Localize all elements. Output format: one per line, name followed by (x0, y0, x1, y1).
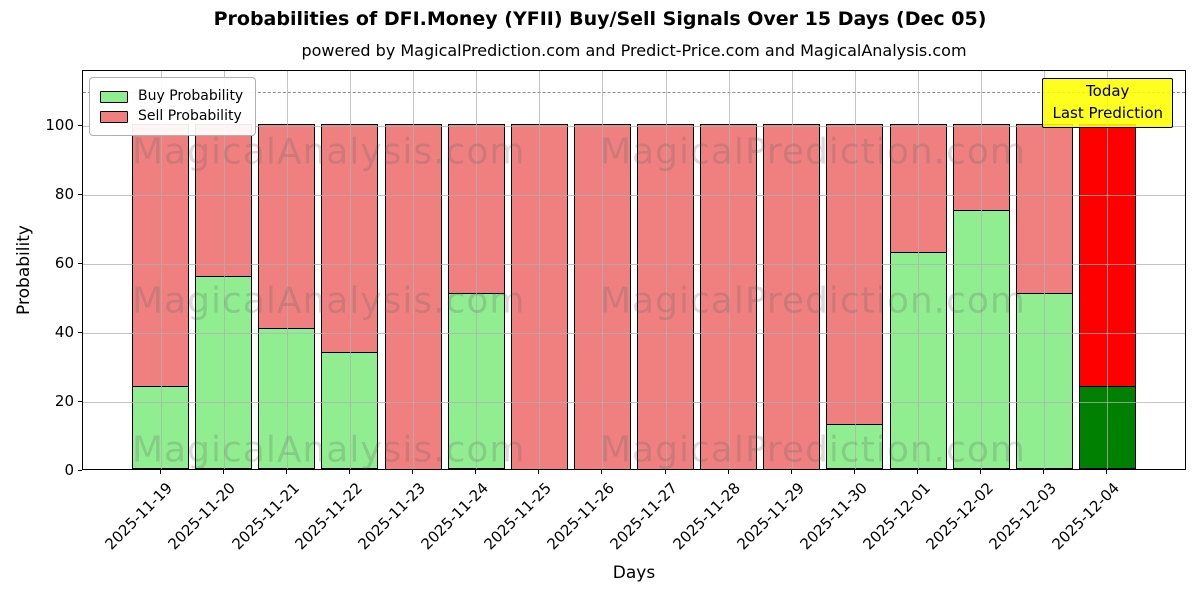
y-tick-label: 60 (54, 254, 74, 273)
x-tick-mark (1106, 470, 1108, 474)
horizontal-gridline (83, 195, 1185, 197)
x-tick-mark (348, 470, 350, 474)
x-tick-mark (159, 470, 161, 474)
vertical-gridline (602, 71, 604, 469)
x-tick-mark (980, 470, 982, 474)
y-tick-label: 100 (45, 116, 74, 135)
vertical-gridline (349, 71, 351, 469)
x-tick-label: 2025-11-28 (670, 479, 745, 554)
horizontal-gridline (83, 264, 1185, 266)
y-tick-label: 80 (54, 185, 74, 204)
x-tick-label: 2025-11-26 (543, 479, 619, 554)
x-tick-mark (727, 470, 729, 474)
horizontal-gridline (83, 402, 1185, 404)
dashed-guideline (83, 91, 1185, 93)
x-tick-mark (664, 470, 666, 474)
plot-area: Buy Probability Sell Probability Today L… (82, 70, 1186, 470)
vertical-gridline (539, 71, 541, 469)
x-tick-label: 2025-11-29 (733, 479, 808, 554)
x-tick-mark (601, 470, 603, 474)
legend-item-sell: Sell Probability (100, 108, 243, 125)
y-tick-mark (78, 125, 82, 127)
vertical-gridline (918, 71, 920, 469)
y-tick-mark (78, 194, 82, 196)
x-tick-mark (790, 470, 792, 474)
vertical-gridline (665, 71, 667, 469)
horizontal-gridline (83, 126, 1185, 128)
y-tick-mark (78, 332, 82, 334)
vertical-gridline (728, 71, 730, 469)
x-tick-label: 2025-12-01 (859, 479, 934, 554)
x-tick-label: 2025-12-04 (1048, 479, 1124, 554)
vertical-gridline (160, 71, 162, 469)
buy-probability-swatch-icon (100, 90, 128, 103)
chart-subtitle: powered by MagicalPrediction.com and Pre… (301, 41, 967, 60)
x-tick-label: 2025-11-22 (291, 479, 366, 554)
x-tick-label: 2025-11-25 (480, 479, 556, 554)
x-tick-label: 2025-11-21 (228, 479, 303, 554)
x-tick-mark (538, 470, 540, 474)
vertical-gridline (791, 71, 793, 469)
today-annotation-line1: Today (1086, 82, 1130, 100)
y-tick-label: 0 (64, 461, 74, 479)
x-tick-mark (1043, 470, 1045, 474)
today-annotation-box: Today Last Prediction (1042, 78, 1173, 128)
x-tick-label: 2025-11-24 (417, 479, 492, 554)
y-tick-mark (78, 470, 82, 471)
vertical-gridline (223, 71, 225, 469)
vertical-gridline (854, 71, 856, 469)
x-tick-label: 2025-11-23 (354, 479, 429, 554)
x-tick-label: 2025-11-19 (101, 479, 177, 554)
legend: Buy Probability Sell Probability (89, 77, 257, 136)
x-tick-label: 2025-11-20 (164, 479, 240, 554)
chart-title: Probabilities of DFI.Money (YFII) Buy/Se… (213, 8, 987, 30)
x-tick-mark (222, 470, 224, 474)
vertical-gridline (1107, 71, 1109, 469)
x-axis-label: Days (612, 563, 656, 583)
x-tick-mark (285, 470, 287, 474)
y-tick-mark (78, 263, 82, 265)
legend-item-buy: Buy Probability (100, 88, 243, 105)
vertical-gridline (476, 71, 478, 469)
x-tick-mark (917, 470, 919, 474)
vertical-gridline (1044, 71, 1046, 469)
x-tick-mark (475, 470, 477, 474)
legend-label-buy: Buy Probability (138, 88, 244, 104)
horizontal-gridline (83, 333, 1185, 335)
y-tick-label: 20 (54, 392, 74, 411)
x-tick-label: 2025-11-30 (796, 479, 871, 554)
x-tick-label: 2025-12-03 (985, 479, 1061, 554)
legend-label-sell: Sell Probability (138, 108, 242, 124)
y-tick-label: 40 (54, 323, 74, 342)
x-tick-mark (853, 470, 855, 474)
vertical-gridline (286, 71, 288, 469)
today-annotation-line2: Last Prediction (1052, 103, 1163, 122)
vertical-gridline (413, 71, 415, 469)
sell-probability-swatch-icon (100, 110, 128, 123)
x-tick-label: 2025-12-02 (922, 479, 997, 554)
x-tick-mark (412, 470, 414, 474)
y-tick-mark (78, 401, 82, 403)
vertical-gridline (981, 71, 983, 469)
